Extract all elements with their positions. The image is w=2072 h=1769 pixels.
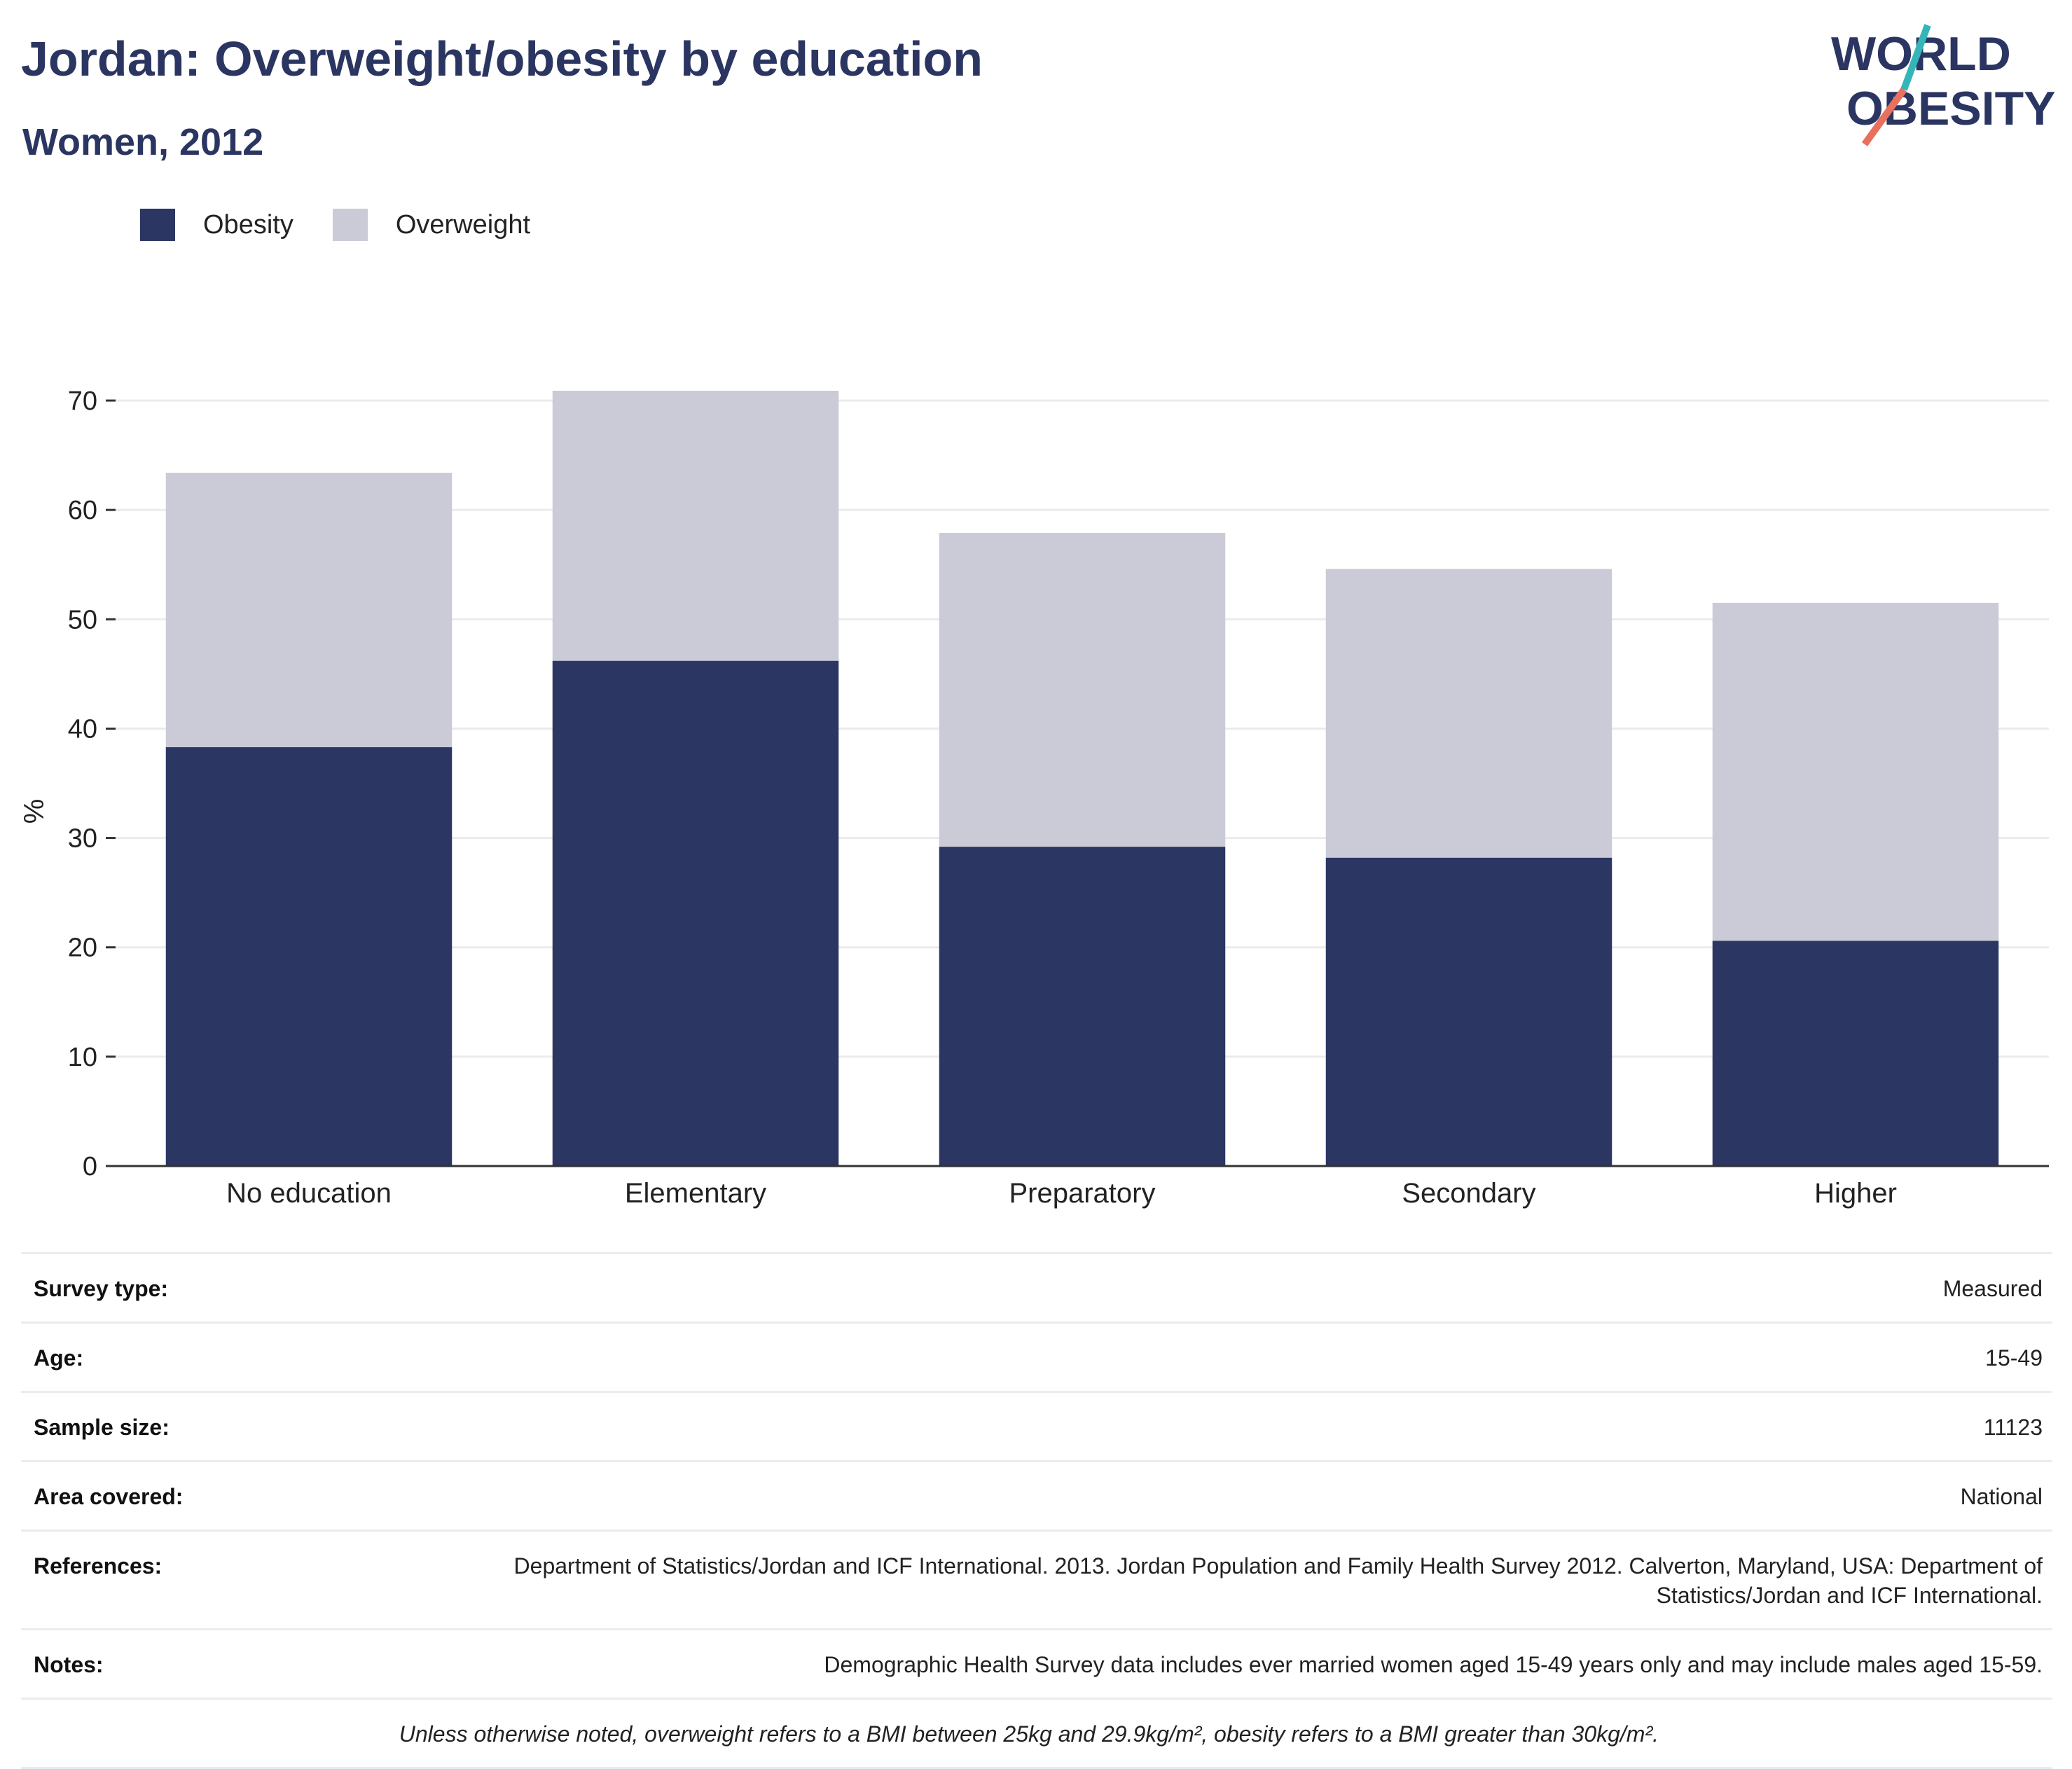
bar-obesity [1325, 857, 1612, 1166]
x-tick-label: Preparatory [1009, 1178, 1156, 1209]
legend-item-overweight: Overweight [332, 209, 531, 241]
bar-overweight [165, 473, 453, 747]
bmi-footnote: Unless otherwise noted, overweight refer… [399, 1721, 1659, 1747]
y-tick-label: 70 [68, 387, 97, 416]
info-value: 11123 [1983, 1415, 2043, 1440]
info-value: Demographic Health Survey data includes … [824, 1652, 2043, 1677]
info-value: Measured [1942, 1276, 2043, 1301]
chart-legend: Obesity Overweight [140, 209, 569, 241]
info-row-survey-type: Survey type: Measured [21, 1252, 2052, 1321]
info-value: National [1960, 1484, 2043, 1509]
survey-info-table: Survey type: Measured Age: 15-49 Sample … [21, 1252, 2052, 1769]
bar-overweight [1712, 602, 1999, 941]
info-row-footnote: Unless otherwise noted, overweight refer… [21, 1698, 2052, 1769]
x-tick-label: Elementary [625, 1178, 766, 1209]
y-axis-label: % [19, 799, 50, 824]
y-tick-label: 10 [68, 1043, 97, 1072]
info-row-age: Age: 15-49 [21, 1321, 2052, 1391]
info-key: Notes: [34, 1652, 104, 1677]
y-tick-label: 20 [68, 934, 97, 963]
legend-label-obesity: Obesity [203, 209, 293, 240]
y-tick-label: 50 [68, 605, 97, 634]
y-tick-label: 30 [68, 824, 97, 854]
bar-obesity [939, 847, 1226, 1166]
info-key: Sample size: [34, 1415, 170, 1440]
legend-swatch-obesity [140, 209, 175, 241]
y-tick-label: 60 [68, 496, 97, 525]
info-key: Area covered: [34, 1484, 184, 1509]
logo-slash-coral [1861, 88, 1907, 146]
info-value: 15-49 [1985, 1345, 2043, 1371]
info-row-notes: Notes: Demographic Health Survey data in… [21, 1628, 2052, 1698]
legend-item-obesity: Obesity [140, 209, 293, 241]
info-row-references: References: Department of Statistics/Jor… [21, 1529, 2052, 1628]
y-tick-label: 0 [83, 1152, 97, 1181]
info-row-sample-size: Sample size: 11123 [21, 1391, 2052, 1460]
y-tick-label: 40 [68, 714, 97, 744]
info-key: Survey type: [34, 1276, 169, 1301]
bar-obesity [1712, 941, 1999, 1166]
stacked-bar-chart: 0 10 20 30 40 50 60 70% No education Elementary Pr… [19, 387, 2049, 1209]
bar-overweight [1325, 569, 1612, 858]
bar-obesity [552, 660, 839, 1166]
x-tick-label: Secondary [1402, 1178, 1535, 1209]
chart-subtitle: Women, 2012 [22, 121, 264, 163]
logo-slash-teal [1900, 24, 1931, 91]
bar-overweight [552, 390, 839, 661]
info-value: Department of Statistics/Jordan and ICF … [513, 1553, 2043, 1608]
info-row-area-covered: Area covered: National [21, 1460, 2052, 1529]
legend-swatch-overweight [332, 209, 368, 241]
x-tick-label: Higher [1814, 1178, 1897, 1209]
bar-overweight [939, 532, 1226, 847]
chart-title: Jordan: Overweight/obesity by education [21, 32, 983, 86]
info-key: Age: [34, 1345, 84, 1371]
world-obesity-logo: WORLD OBESITY [1831, 24, 2056, 146]
legend-label-overweight: Overweight [395, 209, 531, 240]
bar-obesity [165, 747, 453, 1166]
x-tick-label: No education [226, 1178, 392, 1209]
info-key: References: [34, 1553, 163, 1579]
